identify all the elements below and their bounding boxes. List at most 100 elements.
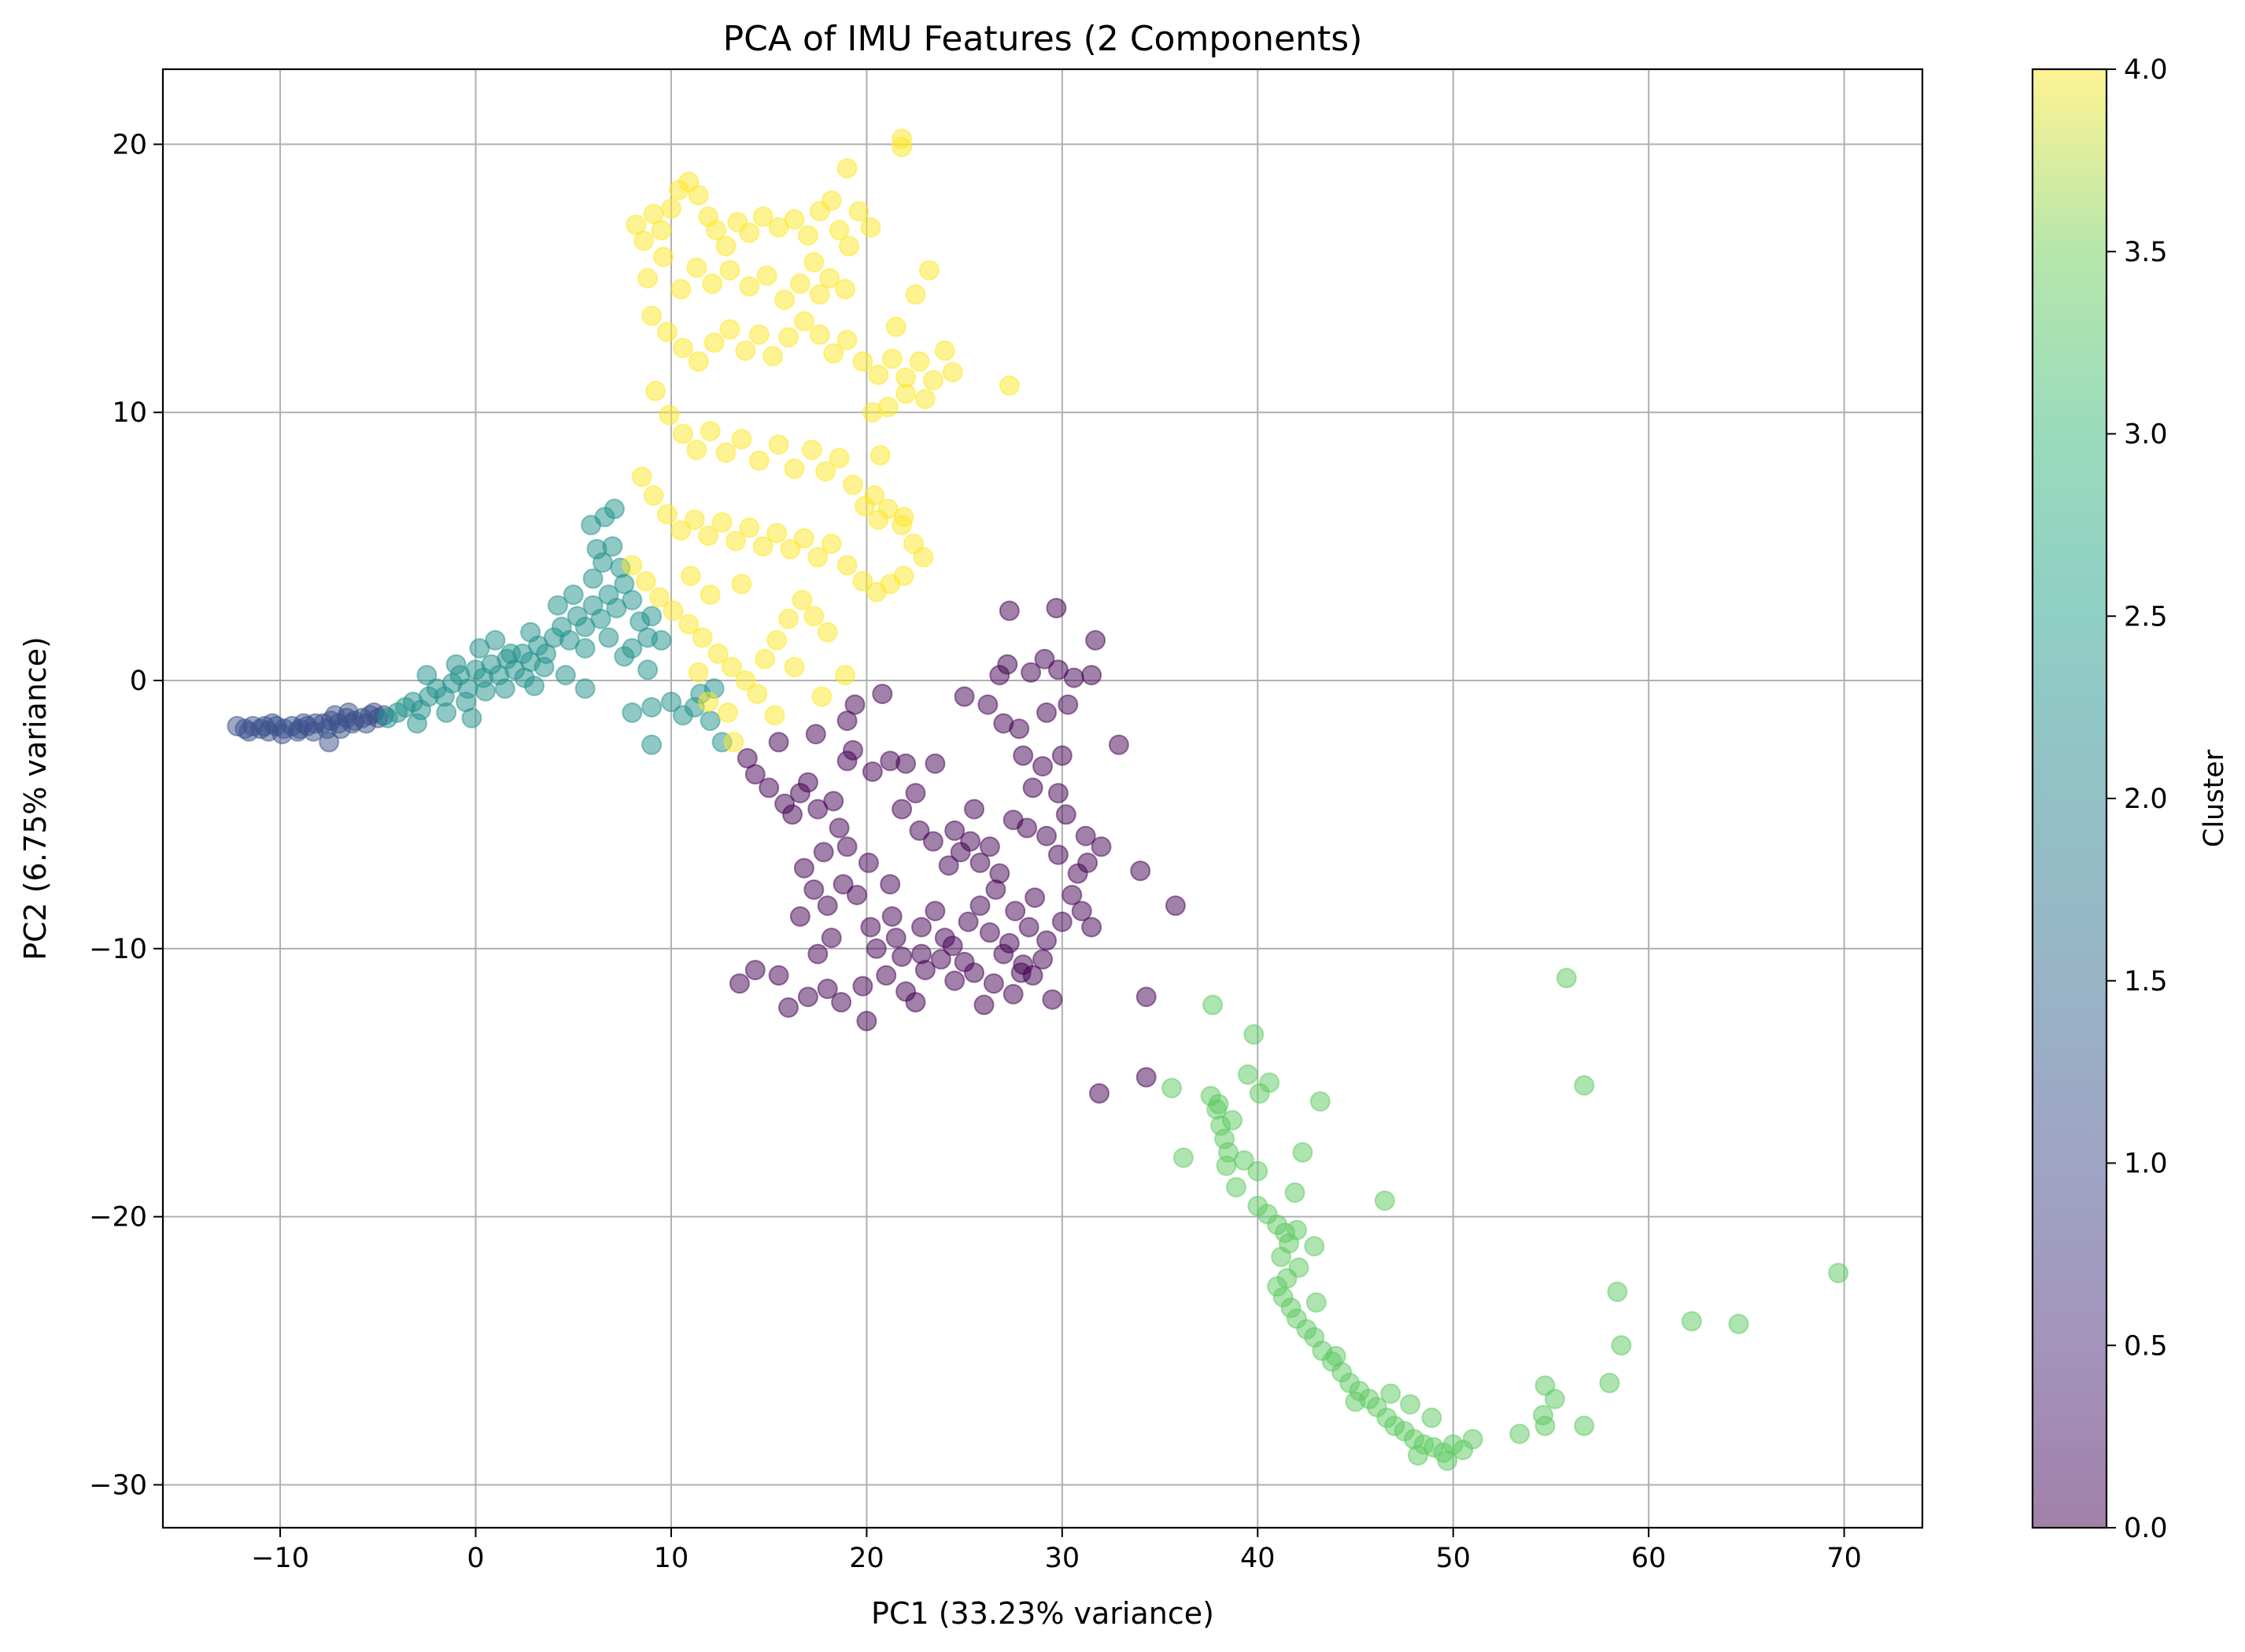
data-point — [700, 421, 721, 442]
data-point — [1400, 1394, 1421, 1415]
data-point — [1022, 777, 1043, 798]
data-point — [801, 439, 822, 460]
data-point — [1202, 994, 1224, 1016]
data-point — [1271, 1246, 1292, 1267]
data-point — [821, 533, 842, 555]
data-point — [1421, 1407, 1442, 1429]
data-point — [722, 657, 742, 677]
data-point — [1055, 804, 1076, 825]
data-point — [797, 772, 818, 793]
data-point — [821, 927, 842, 949]
data-point — [574, 638, 596, 659]
data-point — [622, 702, 643, 723]
data-point — [1161, 1078, 1182, 1099]
data-point — [843, 739, 863, 761]
data-point — [698, 691, 719, 713]
data-point — [862, 761, 883, 782]
data-point — [494, 678, 515, 699]
data-point — [823, 791, 844, 812]
data-point — [719, 260, 740, 281]
data-point — [1345, 1391, 1366, 1412]
data-point — [905, 992, 926, 1012]
data-point — [1574, 1415, 1595, 1436]
data-point — [1247, 1160, 1268, 1182]
data-point — [911, 943, 932, 964]
data-point — [866, 938, 887, 959]
data-point — [1046, 598, 1067, 618]
data-point — [1058, 694, 1079, 715]
colorbar-title: Cluster — [2199, 749, 2230, 847]
data-point — [930, 949, 951, 970]
data-point — [657, 322, 678, 342]
data-point — [338, 702, 359, 723]
data-point — [1036, 702, 1057, 723]
data-point — [847, 884, 867, 905]
data-point — [1574, 1075, 1595, 1096]
data-point — [1374, 1190, 1395, 1211]
data-point — [892, 798, 913, 820]
data-point — [1051, 745, 1073, 766]
data-point — [735, 670, 756, 691]
data-point — [807, 943, 829, 964]
data-point — [958, 911, 979, 932]
colorbar-tick-label: 1.5 — [2124, 966, 2168, 997]
data-point — [1062, 884, 1083, 905]
data-point — [1009, 718, 1030, 739]
data-point — [563, 584, 584, 605]
data-point — [659, 404, 680, 426]
cluster-4-points — [622, 128, 1020, 753]
data-point — [718, 702, 738, 723]
data-point — [1284, 1182, 1305, 1203]
data-point — [942, 362, 963, 383]
data-point — [1081, 665, 1102, 686]
data-point — [797, 986, 818, 1008]
colorbar-gradient — [2033, 69, 2107, 1528]
data-point — [715, 442, 737, 463]
data-point — [999, 375, 1020, 396]
data-point — [893, 566, 914, 587]
data-point — [860, 217, 881, 238]
data-point — [1085, 629, 1106, 651]
data-point — [809, 324, 830, 345]
data-point — [778, 997, 799, 1018]
data-point — [744, 764, 766, 785]
data-point — [641, 734, 663, 755]
data-point — [474, 680, 496, 702]
data-point — [688, 351, 709, 372]
data-point — [670, 278, 692, 300]
data-point — [852, 975, 873, 997]
data-point — [653, 246, 674, 267]
data-point — [1243, 1023, 1265, 1045]
data-point — [739, 222, 760, 243]
data-point — [964, 798, 984, 820]
data-point — [852, 351, 873, 372]
data-point — [586, 539, 607, 559]
data-point — [598, 627, 619, 648]
data-point — [831, 992, 852, 1012]
data-point — [731, 429, 752, 450]
data-point — [973, 994, 995, 1016]
data-point — [918, 260, 940, 281]
x-tick-label: 70 — [1826, 1543, 1862, 1574]
data-point — [1018, 916, 1039, 938]
plot-frame — [161, 68, 1924, 1529]
data-point — [755, 648, 776, 669]
data-point — [1034, 648, 1055, 669]
data-point — [692, 627, 713, 648]
data-point — [819, 267, 840, 289]
data-point — [707, 643, 729, 664]
data-point — [922, 370, 943, 391]
data-point — [663, 600, 684, 621]
data-point — [686, 257, 707, 278]
data-point — [645, 381, 666, 401]
data-point — [979, 922, 1000, 943]
data-point — [803, 252, 825, 273]
data-point — [1437, 1450, 1458, 1471]
data-point — [960, 831, 981, 852]
colorbar: 0.0 0.5 1.0 1.5 2.0 2.5 3.0 3.5 4.0 Cluster — [2031, 54, 2230, 1544]
data-point — [1556, 968, 1577, 989]
data-point — [870, 444, 891, 466]
data-point — [1222, 1110, 1243, 1130]
data-point — [793, 311, 814, 332]
